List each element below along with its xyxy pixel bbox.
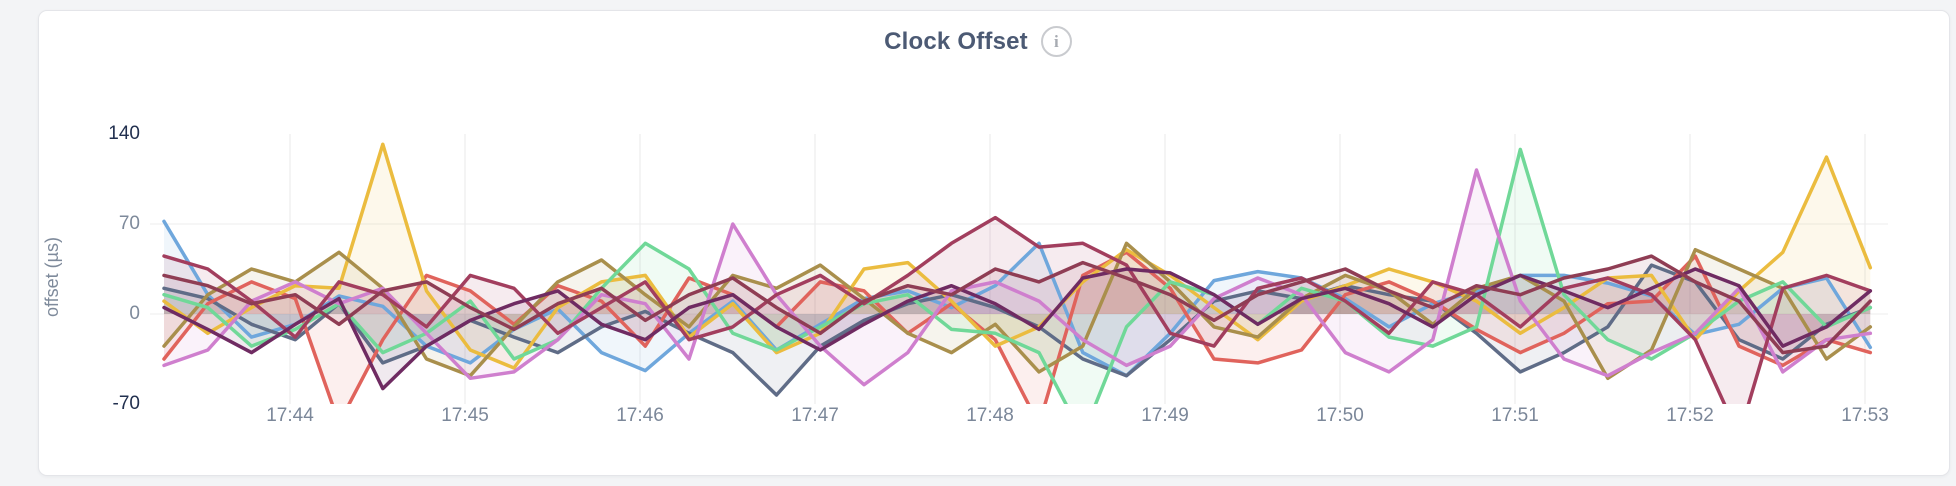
series-area-series-5 [164, 243, 1871, 379]
series-area-series-8 [164, 217, 1871, 404]
y-tick-label: 0 [129, 303, 140, 324]
y-axis-title: offset (µs) [42, 236, 62, 318]
x-tick-label: 17:48 [966, 405, 1014, 426]
series-line-series-4 [162, 142, 1873, 370]
series-line-series-10 [162, 254, 1873, 355]
series-line-series-5 [162, 241, 1873, 381]
x-tick-label: 17:49 [1141, 405, 1189, 426]
x-tick-label: 17:44 [266, 405, 314, 426]
series-line-series-9 [162, 267, 1873, 391]
info-icon[interactable]: i [1040, 26, 1072, 57]
y-tick-label: -70 [112, 393, 140, 414]
series-area-series-9 [164, 269, 1871, 389]
series-area-series-3 [164, 252, 1871, 404]
chart-header: Clock Offset i [0, 26, 1956, 57]
x-tick-label: 17:45 [441, 405, 489, 426]
x-tick-label: 17:51 [1491, 405, 1539, 426]
x-tick-label: 17:50 [1316, 405, 1364, 426]
x-tick-label: 17:47 [791, 405, 839, 426]
series-line-series-6 [162, 147, 1873, 404]
x-tick-label: 17:46 [616, 405, 664, 426]
x-tick-label: 17:52 [1666, 405, 1714, 426]
series-line-series-7 [162, 168, 1873, 387]
y-tick-label: 140 [108, 123, 140, 144]
y-tick-label: 70 [118, 213, 140, 234]
series-area-series-1 [164, 221, 1871, 376]
chart-title: Clock Offset [884, 27, 1028, 55]
x-tick-label: 17:53 [1841, 405, 1889, 426]
series-line-series-8 [162, 215, 1873, 404]
chart-card [38, 10, 1950, 476]
series-area-series-10 [164, 256, 1871, 353]
